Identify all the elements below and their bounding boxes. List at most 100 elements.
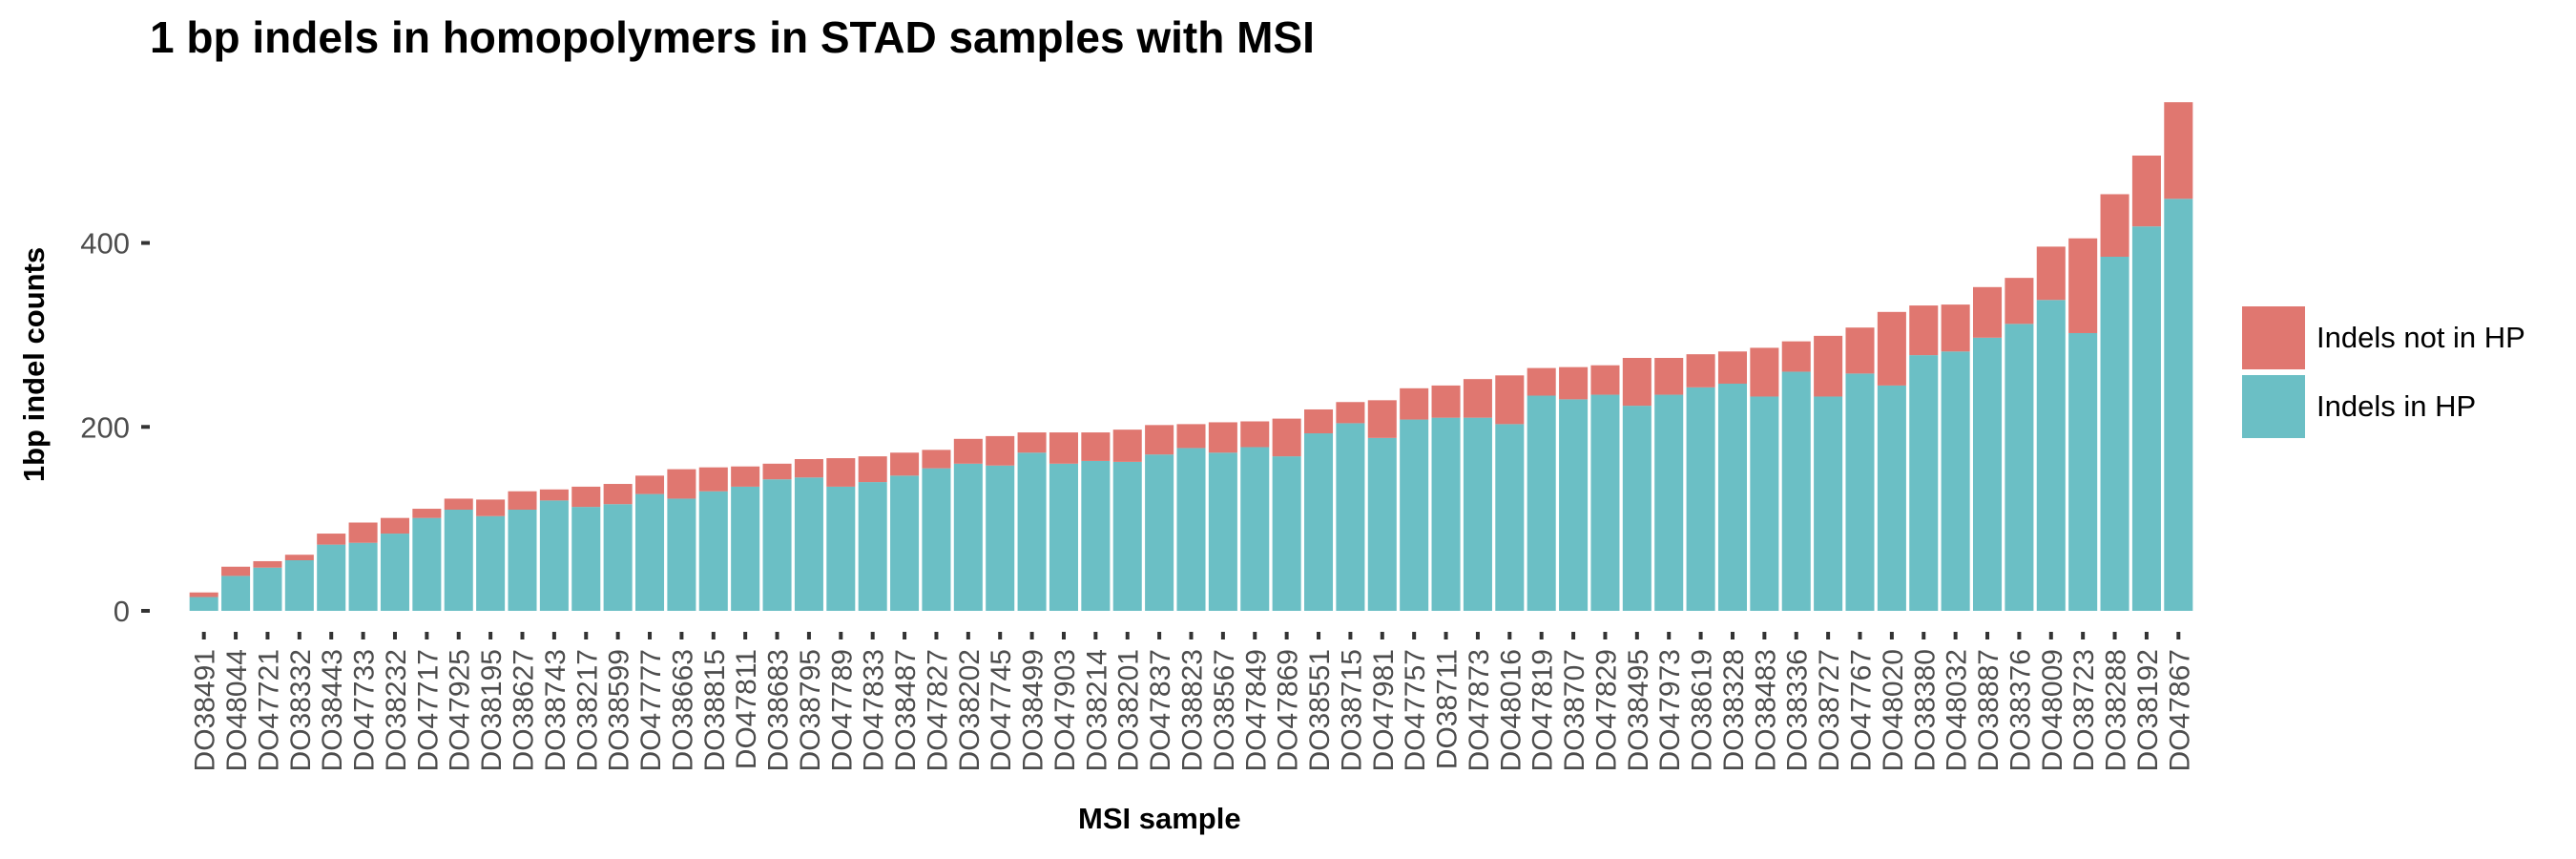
y-tick-label: 200 bbox=[80, 410, 130, 444]
x-axis-label: MSI sample bbox=[1078, 802, 1241, 835]
x-tick-label: DO38567 bbox=[1209, 649, 1240, 771]
bar-segment-in-hp bbox=[1017, 452, 1047, 611]
bar-segment-not-in-hp bbox=[1845, 327, 1875, 374]
bar-segment-in-hp bbox=[1654, 394, 1684, 611]
legend-swatch-in-hp bbox=[2242, 375, 2305, 438]
bar-segment-not-in-hp bbox=[794, 459, 823, 478]
bar-segment-not-in-hp bbox=[2068, 238, 2098, 333]
x-tick-label: DO38328 bbox=[1718, 649, 1750, 771]
legend-item-not-in-hp: Indels not in HP bbox=[2242, 304, 2525, 372]
bar-segment-not-in-hp bbox=[922, 450, 951, 469]
bar-segment-in-hp bbox=[1208, 452, 1237, 611]
x-tick-label: DO47829 bbox=[1590, 649, 1622, 771]
bar-segment-not-in-hp bbox=[1463, 379, 1492, 418]
bar-segment-not-in-hp bbox=[284, 555, 314, 560]
bar-segment-in-hp bbox=[1272, 456, 1301, 611]
x-tick-label: DO38376 bbox=[2005, 649, 2036, 771]
x-axis: DO38491 DO48044 DO47721 DO38332 DO38443 DO477… bbox=[190, 632, 2195, 771]
bar-segment-not-in-hp bbox=[1750, 347, 1779, 397]
x-tick-label: DO38487 bbox=[890, 649, 922, 771]
bar-segment-in-hp bbox=[1686, 387, 1715, 611]
bar-segment-in-hp bbox=[1463, 417, 1492, 611]
bar-segment-in-hp bbox=[2131, 226, 2161, 611]
x-tick-label: DO47767 bbox=[1846, 649, 1878, 771]
x-tick-label: DO48016 bbox=[1495, 649, 1527, 771]
x-tick-label: DO38723 bbox=[2068, 649, 2100, 771]
legend-label-not-in-hp: Indels not in HP bbox=[2316, 321, 2525, 354]
x-tick-label: DO47925 bbox=[445, 649, 476, 771]
x-tick-label: DO47837 bbox=[1145, 649, 1176, 771]
x-tick-label: DO48020 bbox=[1878, 649, 1909, 771]
bar-segment-in-hp bbox=[922, 468, 951, 611]
bar-segment-in-hp bbox=[1431, 417, 1461, 611]
x-tick-label: DO38232 bbox=[381, 649, 412, 771]
x-tick-label: DO47869 bbox=[1273, 649, 1304, 771]
bar-segment-not-in-hp bbox=[348, 522, 378, 543]
bar-segment-not-in-hp bbox=[890, 452, 920, 476]
x-tick-label: DO47717 bbox=[412, 649, 444, 771]
bar-segment-in-hp bbox=[1750, 396, 1779, 611]
bar-segment-in-hp bbox=[1176, 448, 1206, 611]
x-tick-label: DO47981 bbox=[1368, 649, 1400, 771]
bar-segment-in-hp bbox=[1400, 419, 1429, 611]
bar-segment-not-in-hp bbox=[2036, 246, 2066, 301]
bar-segment-not-in-hp bbox=[1240, 421, 1270, 448]
bar-segment-in-hp bbox=[253, 567, 282, 611]
bar-segment-not-in-hp bbox=[2100, 194, 2129, 257]
bar-segment-in-hp bbox=[571, 507, 601, 611]
x-tick-label: DO47745 bbox=[986, 649, 1017, 771]
bar-segment-in-hp bbox=[1845, 373, 1875, 611]
x-tick-label: DO38627 bbox=[509, 649, 540, 771]
x-tick-label: DO47789 bbox=[826, 649, 858, 771]
bar-segment-not-in-hp bbox=[1081, 432, 1111, 461]
bar-segment-in-hp bbox=[635, 493, 665, 611]
bar-segment-in-hp bbox=[380, 534, 409, 611]
bar-segment-in-hp bbox=[890, 475, 920, 611]
bar-segment-in-hp bbox=[444, 510, 473, 611]
bar-segment-not-in-hp bbox=[1622, 358, 1652, 407]
bar-segment-in-hp bbox=[2068, 332, 2098, 611]
x-tick-label: DO48032 bbox=[1942, 649, 1973, 771]
bar-segment-in-hp bbox=[2005, 324, 2034, 611]
bar-segment-in-hp bbox=[412, 517, 442, 611]
bar-segment-in-hp bbox=[1559, 399, 1589, 611]
bar-segment-not-in-hp bbox=[1973, 286, 2003, 338]
bar-segment-not-in-hp bbox=[1590, 365, 1620, 395]
x-tick-label: DO38823 bbox=[1177, 649, 1209, 771]
y-axis: 0 200 400 bbox=[80, 227, 150, 628]
x-tick-label: DO48009 bbox=[2037, 649, 2068, 771]
x-tick-label: DO47811 bbox=[731, 649, 762, 769]
x-tick-label: DO47903 bbox=[1049, 649, 1081, 771]
bar-segment-not-in-hp bbox=[412, 509, 442, 518]
bar-segment-not-in-hp bbox=[1145, 425, 1174, 455]
x-tick-label: DO38483 bbox=[1750, 649, 1781, 771]
bar-segment-not-in-hp bbox=[731, 466, 760, 487]
bar-segment-in-hp bbox=[539, 500, 569, 611]
x-tick-label: DO47973 bbox=[1654, 649, 1686, 771]
bar-segment-not-in-hp bbox=[1049, 432, 1078, 464]
bar-segment-not-in-hp bbox=[380, 517, 409, 534]
bar-segment-in-hp bbox=[1049, 463, 1078, 611]
legend-label-in-hp: Indels in HP bbox=[2316, 389, 2477, 423]
bar-segment-in-hp bbox=[348, 542, 378, 611]
x-tick-label: DO38495 bbox=[1623, 649, 1654, 771]
bar-segment-not-in-hp bbox=[571, 486, 601, 508]
bar-segment-in-hp bbox=[1877, 385, 1906, 611]
x-tick-label: DO38201 bbox=[1113, 649, 1145, 771]
x-tick-label: DO38619 bbox=[1687, 649, 1718, 771]
x-tick-label: DO38443 bbox=[317, 649, 348, 771]
bar-segment-in-hp bbox=[1145, 454, 1174, 611]
bar-segment-not-in-hp bbox=[1527, 367, 1556, 396]
bar-segment-in-hp bbox=[1717, 383, 1747, 611]
bar-segment-not-in-hp bbox=[1208, 422, 1237, 453]
x-tick-label: DO47757 bbox=[1400, 649, 1431, 771]
bar-segment-not-in-hp bbox=[2164, 102, 2193, 199]
bar-segment-in-hp bbox=[1336, 423, 1365, 611]
bar-segment-not-in-hp bbox=[2005, 278, 2034, 325]
bar-segment-not-in-hp bbox=[1367, 400, 1397, 438]
bar-segment-not-in-hp bbox=[1654, 358, 1684, 395]
x-tick-label: DO38195 bbox=[476, 649, 508, 771]
bar-segment-in-hp bbox=[2164, 199, 2193, 612]
bar-segment-in-hp bbox=[1909, 355, 1939, 611]
